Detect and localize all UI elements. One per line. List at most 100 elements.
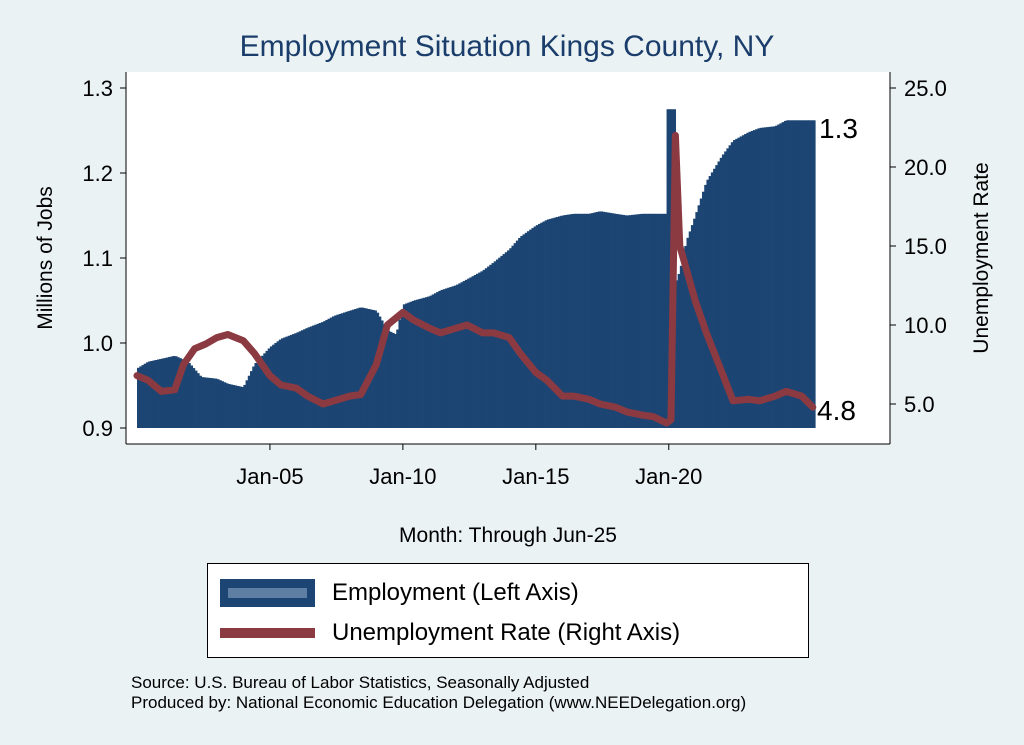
right-tick-label: 25.0 <box>904 76 947 101</box>
employment-bar <box>695 212 699 428</box>
employment-bar <box>748 131 752 428</box>
employment-bar <box>185 361 189 428</box>
employment-bar <box>633 214 637 428</box>
employment-bar <box>533 226 537 428</box>
employment-bar <box>394 333 397 428</box>
employment-bar <box>400 309 404 428</box>
employment-bar <box>340 313 344 428</box>
employment-bar <box>137 367 140 428</box>
employment-bar <box>772 126 776 429</box>
employment-bar <box>250 371 253 428</box>
employment-bar <box>639 213 643 428</box>
employment-bar <box>549 218 552 428</box>
employment-bar <box>788 120 792 429</box>
employment-bar <box>327 318 331 428</box>
employment-bar <box>690 225 694 428</box>
employment-bar <box>719 157 723 428</box>
employment-bar <box>427 296 431 428</box>
employment-bar <box>739 136 743 428</box>
employment-bar <box>469 277 473 428</box>
employment-bar <box>179 358 182 428</box>
x-tick-label: Jan-15 <box>502 464 569 489</box>
employment-bar <box>573 213 577 428</box>
employment-bar <box>305 328 309 428</box>
employment-bar <box>152 360 156 428</box>
employment-bar <box>199 375 202 428</box>
employment-bar <box>480 271 484 428</box>
x-axis-label: Month: Through Jun-25 <box>399 524 617 547</box>
employment-bar <box>597 211 601 428</box>
employment-end-label: 1.3 <box>819 113 858 144</box>
employment-bar <box>447 287 451 428</box>
employment-bar <box>721 154 725 428</box>
employment-bar <box>247 375 251 428</box>
employment-bar <box>710 172 714 428</box>
employment-bar <box>635 214 639 428</box>
employment-bar <box>752 130 756 428</box>
employment-bar <box>624 215 628 428</box>
employment-bar <box>349 310 353 428</box>
employment-bar <box>544 220 548 428</box>
employment-bar <box>238 386 242 428</box>
employment-bar <box>258 358 262 428</box>
employment-bar <box>620 214 623 428</box>
legend-item-unemployment: Unemployment Rate (Right Axis) <box>220 618 680 648</box>
employment-bar <box>391 332 395 428</box>
employment-bar <box>318 323 322 428</box>
x-tick-label: Jan-10 <box>369 464 436 489</box>
employment-bar <box>586 213 590 428</box>
employment-bar <box>289 334 293 428</box>
employment-bar <box>183 360 187 428</box>
employment-bar <box>569 214 572 428</box>
employment-bar <box>354 309 357 428</box>
employment-bar <box>139 366 143 428</box>
employment-bar <box>761 127 765 428</box>
employment-bar <box>418 298 422 428</box>
employment-bar <box>205 377 209 428</box>
employment-bar <box>451 286 455 428</box>
employment-bar <box>693 218 696 428</box>
employment-bar <box>666 109 670 428</box>
x-tick-label: Jan-05 <box>236 464 303 489</box>
employment-bar <box>269 346 273 428</box>
employment-bar <box>733 140 736 428</box>
employment-bar <box>551 218 555 428</box>
employment-bar <box>444 288 448 428</box>
employment-bar <box>409 301 413 428</box>
employment-bar <box>653 213 657 428</box>
employment-bar <box>196 373 200 428</box>
employment-bar <box>263 353 267 428</box>
employment-bar <box>768 126 772 429</box>
employment-bar <box>655 213 659 428</box>
employment-bar <box>478 272 482 428</box>
employment-bar <box>615 213 619 428</box>
employment-bar <box>580 213 583 428</box>
employment-bar <box>458 283 462 428</box>
employment-bar <box>218 380 222 428</box>
employment-bar <box>382 324 386 428</box>
employment-bar <box>300 330 304 428</box>
employment-bar <box>422 297 426 428</box>
employment-bar <box>806 120 809 429</box>
legend-label-employment: Employment (Left Axis) <box>332 579 579 606</box>
right-tick-label: 5.0 <box>904 392 935 417</box>
employment-bar <box>564 214 568 428</box>
right-tick-label: 10.0 <box>904 313 947 338</box>
left-tick-label: 1.3 <box>82 76 113 101</box>
employment-bar <box>755 129 758 429</box>
employment-bar <box>648 213 652 428</box>
employment-bar <box>600 211 603 428</box>
employment-bar <box>659 213 663 428</box>
employment-bar <box>201 377 205 428</box>
employment-bar <box>145 362 149 428</box>
employment-bar <box>500 255 504 428</box>
employment-bar <box>688 231 692 428</box>
employment-bar <box>595 212 599 428</box>
employment-bar <box>657 213 661 428</box>
employment-bar <box>216 379 220 428</box>
employment-bar <box>642 213 645 428</box>
left-tick-label: 1.0 <box>82 331 113 356</box>
employment-bar <box>473 275 477 428</box>
employment-bar <box>148 361 151 428</box>
employment-bar <box>265 350 269 428</box>
